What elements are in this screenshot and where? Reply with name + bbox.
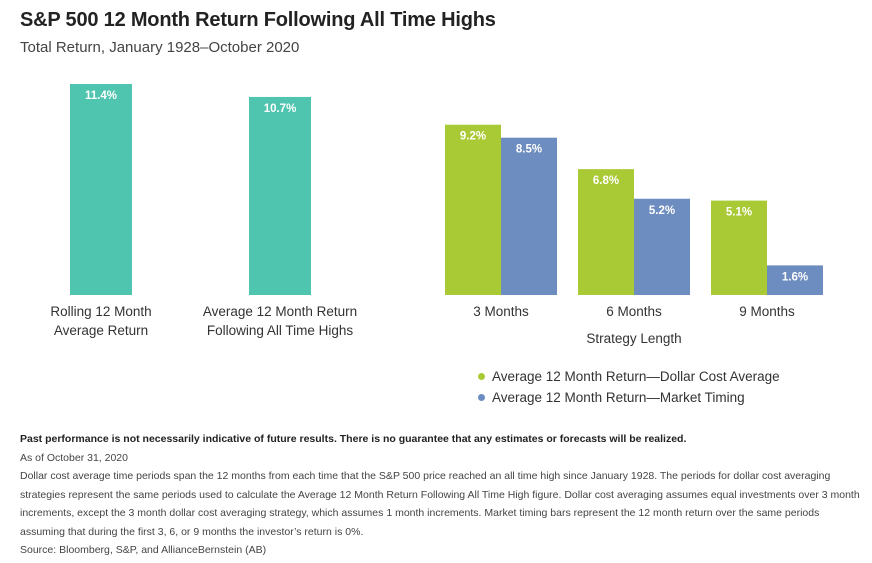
bar-9-months-series-2-value-label: 1.6%	[782, 271, 808, 283]
category-label-overall-1: Rolling 12 Month	[50, 304, 151, 319]
bar-3-months-series-2-value-label: 8.5%	[516, 144, 542, 156]
legend-swatch-dollar-cost-average	[478, 373, 485, 380]
bar-6-months-series-1	[578, 169, 634, 295]
bar-9-months-series-2	[767, 265, 823, 295]
bar-9-months-series-1-value-label: 5.1%	[726, 207, 752, 219]
category-label-9-months: 9 Months	[739, 304, 795, 319]
category-label-overall-2: Average 12 Month Return	[203, 304, 357, 319]
bar-overall-2	[249, 96, 311, 295]
methodology-note: Dollar cost average time periods span th…	[20, 470, 860, 538]
legend-label-dollar-cost-average: Average 12 Month Return—Dollar Cost Aver…	[492, 369, 780, 384]
chart-title: S&P 500 12 Month Return Following All Ti…	[20, 9, 496, 31]
bar-overall-2-value-label: 10.7%	[264, 103, 297, 115]
legend-item-dollar-cost-average: Average 12 Month Return—Dollar Cost Aver…	[478, 366, 780, 387]
chart-subtitle: Total Return, January 1928–October 2020	[20, 39, 300, 56]
legend-item-market-timing: Average 12 Month Return—Market Timing	[478, 387, 780, 408]
legend-swatch-market-timing	[478, 394, 485, 401]
category-label-overall-1-line2: Average Return	[54, 323, 148, 338]
bar-3-months-series-1	[445, 124, 501, 295]
legend: Average 12 Month Return—Dollar Cost Aver…	[478, 366, 780, 408]
performance-disclaimer: Past performance is not necessarily indi…	[20, 433, 687, 445]
bar-6-months-series-1-value-label: 6.8%	[593, 175, 619, 187]
bar-6-months-series-2	[634, 198, 690, 295]
bar-overall-1	[70, 84, 132, 295]
category-label-6-months: 6 Months	[606, 304, 662, 319]
category-label-overall-2-line2: Following All Time Highs	[207, 323, 354, 338]
bar-3-months-series-2	[501, 137, 557, 295]
bar-6-months-series-2-value-label: 5.2%	[649, 205, 675, 217]
x-axis-title: Strategy Length	[586, 331, 681, 346]
footnotes: Past performance is not necessarily indi…	[20, 430, 860, 560]
bar-overall-1-value-label: 11.4%	[85, 90, 117, 102]
as-of-date: As of October 31, 2020	[20, 451, 128, 464]
bar-9-months-series-1	[711, 200, 767, 295]
legend-label-market-timing: Average 12 Month Return—Market Timing	[492, 390, 745, 405]
category-label-3-months: 3 Months	[473, 304, 529, 319]
bar-chart: 11.4% Rolling 12 Month Average Return 10.7%…	[50, 84, 823, 346]
source-note: Source: Bloomberg, S&P, and AllianceBern…	[20, 544, 267, 556]
bar-3-months-series-1-value-label: 9.2%	[460, 131, 486, 143]
